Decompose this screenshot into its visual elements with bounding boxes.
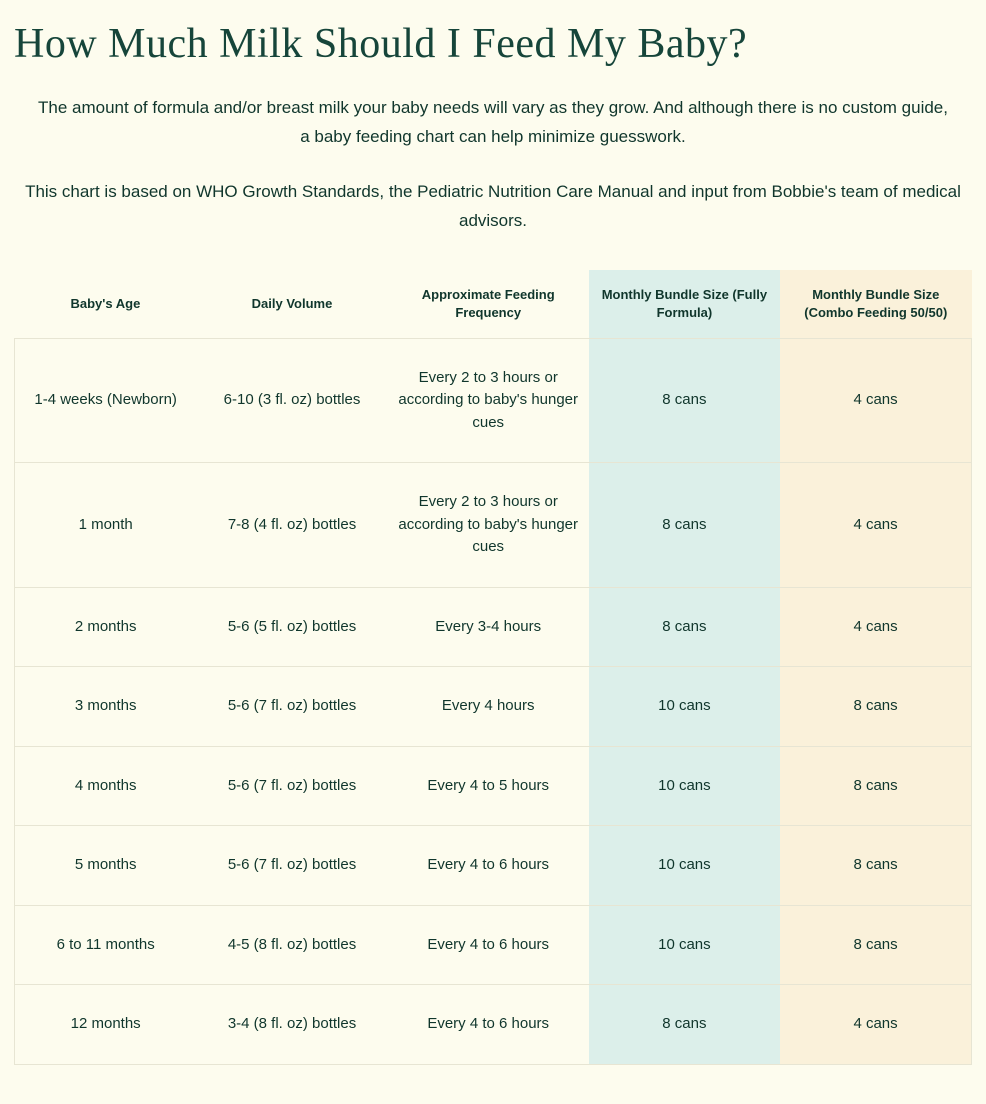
cell-frequency: Every 3-4 hours <box>388 587 589 667</box>
col-header-bundle-combo: Monthly Bundle Size (Combo Feeding 50/50… <box>780 270 971 339</box>
cell-bundle-combo: 8 cans <box>780 905 971 985</box>
page-title: How Much Milk Should I Feed My Baby? <box>14 20 972 68</box>
cell-volume: 5-6 (7 fl. oz) bottles <box>196 667 387 747</box>
subintro-paragraph: This chart is based on WHO Growth Standa… <box>23 178 963 236</box>
cell-bundle-full: 10 cans <box>589 667 780 747</box>
cell-frequency: Every 4 hours <box>388 667 589 747</box>
cell-bundle-combo: 8 cans <box>780 667 971 747</box>
cell-bundle-full: 8 cans <box>589 338 780 463</box>
cell-frequency: Every 4 to 5 hours <box>388 746 589 826</box>
cell-bundle-full: 8 cans <box>589 463 780 588</box>
table-row: 4 months 5-6 (7 fl. oz) bottles Every 4 … <box>15 746 972 826</box>
cell-volume: 6-10 (3 fl. oz) bottles <box>196 338 387 463</box>
cell-bundle-combo: 8 cans <box>780 746 971 826</box>
col-header-age: Baby's Age <box>15 270 197 339</box>
cell-bundle-full: 10 cans <box>589 826 780 906</box>
cell-age: 1 month <box>15 463 197 588</box>
intro-paragraph: The amount of formula and/or breast milk… <box>33 94 953 152</box>
col-header-frequency: Approximate Feeding Frequency <box>388 270 589 339</box>
table-row: 3 months 5-6 (7 fl. oz) bottles Every 4 … <box>15 667 972 747</box>
col-header-bundle-full: Monthly Bundle Size (Fully Formula) <box>589 270 780 339</box>
cell-volume: 4-5 (8 fl. oz) bottles <box>196 905 387 985</box>
cell-bundle-full: 10 cans <box>589 905 780 985</box>
cell-age: 12 months <box>15 985 197 1065</box>
cell-age: 1-4 weeks (Newborn) <box>15 338 197 463</box>
cell-age: 4 months <box>15 746 197 826</box>
cell-age: 2 months <box>15 587 197 667</box>
table-row: 1 month 7-8 (4 fl. oz) bottles Every 2 t… <box>15 463 972 588</box>
cell-bundle-full: 8 cans <box>589 985 780 1065</box>
cell-frequency: Every 4 to 6 hours <box>388 985 589 1065</box>
cell-frequency: Every 2 to 3 hours or according to baby'… <box>388 463 589 588</box>
cell-bundle-full: 8 cans <box>589 587 780 667</box>
table-row: 2 months 5-6 (5 fl. oz) bottles Every 3-… <box>15 587 972 667</box>
cell-bundle-full: 10 cans <box>589 746 780 826</box>
cell-bundle-combo: 4 cans <box>780 463 971 588</box>
cell-volume: 5-6 (5 fl. oz) bottles <box>196 587 387 667</box>
cell-bundle-combo: 4 cans <box>780 985 971 1065</box>
cell-volume: 5-6 (7 fl. oz) bottles <box>196 826 387 906</box>
table-row: 5 months 5-6 (7 fl. oz) bottles Every 4 … <box>15 826 972 906</box>
cell-age: 6 to 11 months <box>15 905 197 985</box>
table-row: 12 months 3-4 (8 fl. oz) bottles Every 4… <box>15 985 972 1065</box>
cell-bundle-combo: 8 cans <box>780 826 971 906</box>
cell-bundle-combo: 4 cans <box>780 338 971 463</box>
table-row: 6 to 11 months 4-5 (8 fl. oz) bottles Ev… <box>15 905 972 985</box>
cell-age: 3 months <box>15 667 197 747</box>
cell-frequency: Every 2 to 3 hours or according to baby'… <box>388 338 589 463</box>
feeding-chart-table: Baby's Age Daily Volume Approximate Feed… <box>14 270 972 1065</box>
cell-volume: 3-4 (8 fl. oz) bottles <box>196 985 387 1065</box>
table-row: 1-4 weeks (Newborn) 6-10 (3 fl. oz) bott… <box>15 338 972 463</box>
cell-frequency: Every 4 to 6 hours <box>388 826 589 906</box>
cell-volume: 5-6 (7 fl. oz) bottles <box>196 746 387 826</box>
cell-frequency: Every 4 to 6 hours <box>388 905 589 985</box>
col-header-volume: Daily Volume <box>196 270 387 339</box>
cell-bundle-combo: 4 cans <box>780 587 971 667</box>
cell-age: 5 months <box>15 826 197 906</box>
cell-volume: 7-8 (4 fl. oz) bottles <box>196 463 387 588</box>
table-header-row: Baby's Age Daily Volume Approximate Feed… <box>15 270 972 339</box>
